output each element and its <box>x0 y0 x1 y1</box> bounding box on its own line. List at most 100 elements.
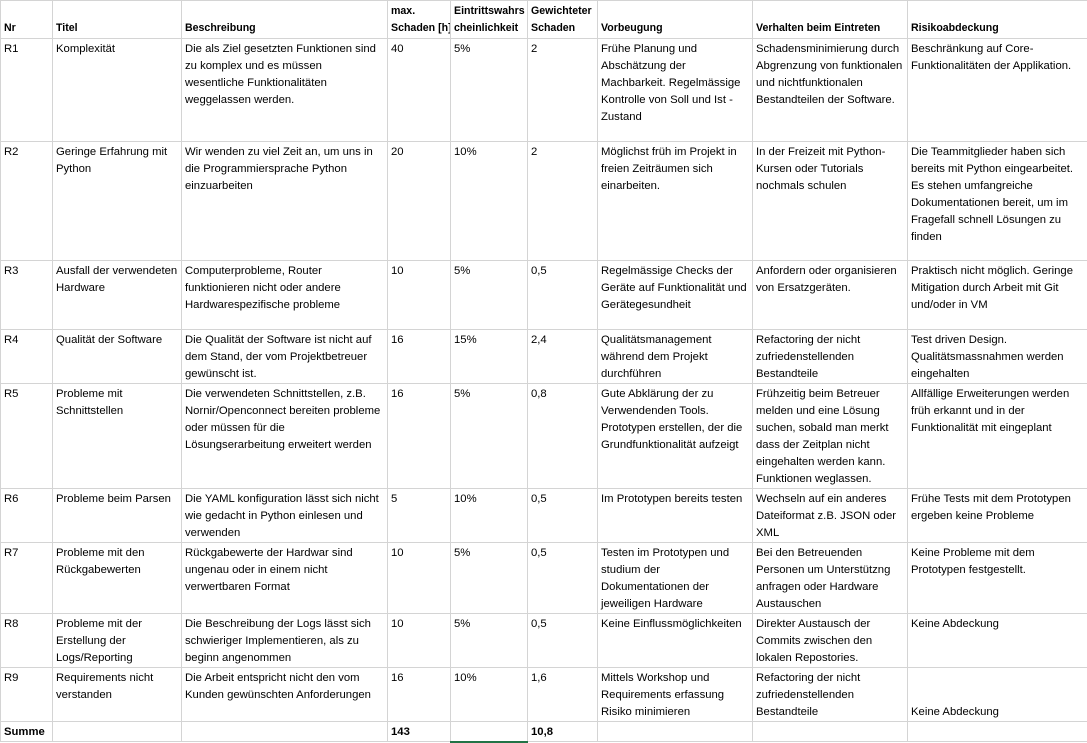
cell-titel[interactable]: Qualität der Software <box>53 330 182 384</box>
sum-max-schaden[interactable]: 143 <box>388 722 451 742</box>
cell-verhalten[interactable]: Schadensminimierung durch Abgrenzung von… <box>753 39 908 142</box>
cell-titel[interactable]: Probleme mit der Erstellung der Logs/Rep… <box>53 614 182 668</box>
cell-verhalten[interactable]: Bei den Betreuenden Personen um Unterstü… <box>753 543 908 614</box>
sum-label[interactable]: Summe <box>1 722 53 742</box>
header-risikoabdeckung[interactable]: Risikoabdeckung <box>908 1 1087 39</box>
cell-max-schaden[interactable]: 16 <box>388 668 451 722</box>
sum-empty-cell[interactable] <box>53 722 182 742</box>
header-vorbeugung[interactable]: Vorbeugung <box>598 1 753 39</box>
cell-nr[interactable]: R6 <box>1 489 53 543</box>
sum-empty-cell[interactable] <box>182 722 388 742</box>
cell-verhalten[interactable]: Frühzeitig beim Betreuer melden und eine… <box>753 384 908 489</box>
header-nr[interactable]: Nr <box>1 1 53 39</box>
cell-max-schaden[interactable]: 16 <box>388 384 451 489</box>
cell-verhalten[interactable]: Refactoring der nicht zufriedenstellende… <box>753 330 908 384</box>
cell-nr[interactable]: R2 <box>1 142 53 261</box>
cell-eintritt[interactable]: 5% <box>451 384 528 489</box>
cell-beschreibung[interactable]: Wir wenden zu viel Zeit an, um uns in di… <box>182 142 388 261</box>
cell-gewichtet[interactable]: 0,8 <box>528 384 598 489</box>
sum-eintritt-selected-cell[interactable] <box>451 722 528 742</box>
cell-gewichtet[interactable]: 0,5 <box>528 614 598 668</box>
cell-nr[interactable]: R1 <box>1 39 53 142</box>
cell-beschreibung[interactable]: Die Arbeit entspricht nicht den vom Kund… <box>182 668 388 722</box>
cell-nr[interactable]: R7 <box>1 543 53 614</box>
cell-verhalten[interactable]: In der Freizeit mit Python-Kursen oder T… <box>753 142 908 261</box>
cell-titel[interactable]: Probleme mit den Rückgabewerten <box>53 543 182 614</box>
cell-risikoabdeckung[interactable]: Keine Abdeckung <box>908 668 1087 722</box>
header-max-schaden[interactable]: max.Schaden [h] <box>388 1 451 39</box>
cell-risikoabdeckung[interactable]: Die Teammitglieder haben sich bereits mi… <box>908 142 1087 261</box>
cell-gewichtet[interactable]: 1,6 <box>528 668 598 722</box>
cell-beschreibung[interactable]: Die Qualität der Software ist nicht auf … <box>182 330 388 384</box>
cell-titel[interactable]: Ausfall der verwendeten Hardware <box>53 261 182 330</box>
cell-titel[interactable]: Probleme beim Parsen <box>53 489 182 543</box>
cell-max-schaden[interactable]: 10 <box>388 614 451 668</box>
cell-beschreibung[interactable]: Die verwendeten Schnittstellen, z.B. Nor… <box>182 384 388 489</box>
cell-beschreibung[interactable]: Rückgabewerte der Hardwar sind ungenau o… <box>182 543 388 614</box>
cell-verhalten[interactable]: Anfordern oder organisieren von Ersatzge… <box>753 261 908 330</box>
cell-max-schaden[interactable]: 20 <box>388 142 451 261</box>
cell-eintritt[interactable]: 5% <box>451 39 528 142</box>
cell-max-schaden[interactable]: 40 <box>388 39 451 142</box>
cell-nr[interactable]: R4 <box>1 330 53 384</box>
cell-risikoabdeckung[interactable]: Allfällige Erweiterungen werden früh erk… <box>908 384 1087 489</box>
cell-titel[interactable]: Komplexität <box>53 39 182 142</box>
cell-verhalten[interactable]: Direkter Austausch der Commits zwischen … <box>753 614 908 668</box>
cell-vorbeugung[interactable]: Keine Einflussmöglichkeiten <box>598 614 753 668</box>
cell-gewichtet[interactable]: 2 <box>528 39 598 142</box>
cell-eintritt[interactable]: 10% <box>451 668 528 722</box>
header-max-schaden-line1: max. <box>391 5 415 17</box>
cell-risikoabdeckung[interactable]: Test driven Design. Qualitätsmassnahmen … <box>908 330 1087 384</box>
cell-vorbeugung[interactable]: Im Prototypen bereits testen <box>598 489 753 543</box>
cell-vorbeugung[interactable]: Mittels Workshop und Requirements erfass… <box>598 668 753 722</box>
cell-nr[interactable]: R9 <box>1 668 53 722</box>
cell-vorbeugung[interactable]: Testen im Prototypen und studium der Dok… <box>598 543 753 614</box>
cell-nr[interactable]: R3 <box>1 261 53 330</box>
cell-eintritt[interactable]: 5% <box>451 543 528 614</box>
sum-gewichtet[interactable]: 10,8 <box>528 722 598 742</box>
cell-vorbeugung[interactable]: Gute Abklärung der zu Verwendenden Tools… <box>598 384 753 489</box>
cell-gewichtet[interactable]: 0,5 <box>528 543 598 614</box>
cell-verhalten[interactable]: Wechseln auf ein anderes Dateiformat z.B… <box>753 489 908 543</box>
cell-gewichtet[interactable]: 0,5 <box>528 261 598 330</box>
header-titel[interactable]: Titel <box>53 1 182 39</box>
cell-risikoabdeckung[interactable]: Keine Probleme mit dem Prototypen festge… <box>908 543 1087 614</box>
header-beschreibung[interactable]: Beschreibung <box>182 1 388 39</box>
cell-eintritt[interactable]: 5% <box>451 614 528 668</box>
cell-eintritt[interactable]: 10% <box>451 489 528 543</box>
cell-beschreibung[interactable]: Die als Ziel gesetzten Funktionen sind z… <box>182 39 388 142</box>
cell-risikoabdeckung[interactable]: Praktisch nicht möglich. Geringe Mitigat… <box>908 261 1087 330</box>
sum-empty-cell[interactable] <box>753 722 908 742</box>
cell-titel[interactable]: Requirements nicht verstanden <box>53 668 182 722</box>
cell-eintritt[interactable]: 5% <box>451 261 528 330</box>
sum-empty-cell[interactable] <box>598 722 753 742</box>
cell-beschreibung[interactable]: Die Beschreibung der Logs lässt sich sch… <box>182 614 388 668</box>
cell-beschreibung[interactable]: Die YAML konfiguration lässt sich nicht … <box>182 489 388 543</box>
cell-risikoabdeckung[interactable]: Frühe Tests mit dem Prototypen ergeben k… <box>908 489 1087 543</box>
cell-vorbeugung[interactable]: Frühe Planung und Abschätzung der Machba… <box>598 39 753 142</box>
cell-beschreibung[interactable]: Computerprobleme, Router funktionieren n… <box>182 261 388 330</box>
cell-max-schaden[interactable]: 10 <box>388 543 451 614</box>
cell-verhalten[interactable]: Refactoring der nicht zufriedenstellende… <box>753 668 908 722</box>
cell-gewichtet[interactable]: 0,5 <box>528 489 598 543</box>
cell-max-schaden[interactable]: 5 <box>388 489 451 543</box>
cell-eintritt[interactable]: 10% <box>451 142 528 261</box>
cell-risikoabdeckung[interactable]: Beschränkung auf Core-Funktionalitäten d… <box>908 39 1087 142</box>
cell-nr[interactable]: R8 <box>1 614 53 668</box>
header-verhalten[interactable]: Verhalten beim Eintreten <box>753 1 908 39</box>
cell-titel[interactable]: Geringe Erfahrung mit Python <box>53 142 182 261</box>
cell-vorbeugung[interactable]: Regelmässige Checks der Geräte auf Funkt… <box>598 261 753 330</box>
cell-titel[interactable]: Probleme mit Schnittstellen <box>53 384 182 489</box>
cell-vorbeugung[interactable]: Möglichst früh im Projekt in freien Zeit… <box>598 142 753 261</box>
cell-gewichtet[interactable]: 2,4 <box>528 330 598 384</box>
cell-nr[interactable]: R5 <box>1 384 53 489</box>
cell-max-schaden[interactable]: 16 <box>388 330 451 384</box>
cell-eintritt[interactable]: 15% <box>451 330 528 384</box>
cell-risikoabdeckung[interactable]: Keine Abdeckung <box>908 614 1087 668</box>
cell-vorbeugung[interactable]: Qualitätsmanagement während dem Projekt … <box>598 330 753 384</box>
sum-empty-cell[interactable] <box>908 722 1087 742</box>
cell-gewichtet[interactable]: 2 <box>528 142 598 261</box>
cell-max-schaden[interactable]: 10 <box>388 261 451 330</box>
